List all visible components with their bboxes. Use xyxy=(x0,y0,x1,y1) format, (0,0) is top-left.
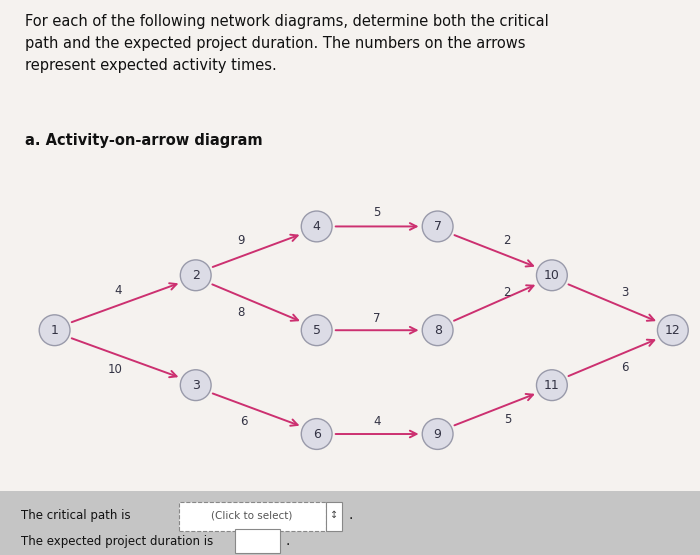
FancyBboxPatch shape xyxy=(326,502,342,531)
Ellipse shape xyxy=(536,260,567,291)
Text: 10: 10 xyxy=(544,269,560,282)
Text: 4: 4 xyxy=(313,220,321,233)
Text: ↕: ↕ xyxy=(330,510,338,520)
Text: 12: 12 xyxy=(665,324,680,337)
Text: 9: 9 xyxy=(434,427,442,441)
FancyBboxPatch shape xyxy=(178,502,326,531)
Text: 8: 8 xyxy=(433,324,442,337)
Text: 1: 1 xyxy=(50,324,59,337)
Text: 7: 7 xyxy=(373,311,381,325)
FancyBboxPatch shape xyxy=(0,491,700,555)
Text: For each of the following network diagrams, determine both the critical
path and: For each of the following network diagra… xyxy=(25,14,548,73)
Text: 6: 6 xyxy=(240,415,247,428)
Ellipse shape xyxy=(301,211,332,242)
Text: .: . xyxy=(349,508,353,522)
Text: 10: 10 xyxy=(107,364,122,376)
Ellipse shape xyxy=(657,315,688,346)
Ellipse shape xyxy=(301,315,332,346)
Ellipse shape xyxy=(181,260,211,291)
Text: 2: 2 xyxy=(503,234,511,248)
FancyBboxPatch shape xyxy=(234,529,280,553)
Text: 5: 5 xyxy=(504,413,511,426)
Ellipse shape xyxy=(301,418,332,450)
Text: 3: 3 xyxy=(192,379,199,392)
Ellipse shape xyxy=(422,211,453,242)
Text: 2: 2 xyxy=(503,286,511,299)
Text: 8: 8 xyxy=(237,306,244,319)
Text: .: . xyxy=(286,534,290,548)
Text: 4: 4 xyxy=(114,284,122,297)
Ellipse shape xyxy=(181,370,211,401)
Ellipse shape xyxy=(39,315,70,346)
Text: 5: 5 xyxy=(374,206,381,219)
Text: 4: 4 xyxy=(373,415,381,428)
Ellipse shape xyxy=(422,315,453,346)
Text: 2: 2 xyxy=(192,269,199,282)
Ellipse shape xyxy=(536,370,567,401)
Text: 6: 6 xyxy=(313,427,321,441)
Ellipse shape xyxy=(422,418,453,450)
Text: 9: 9 xyxy=(237,234,244,248)
Text: a. Activity-on-arrow diagram: a. Activity-on-arrow diagram xyxy=(25,133,262,148)
Text: 5: 5 xyxy=(313,324,321,337)
Text: The critical path is: The critical path is xyxy=(21,508,131,522)
Text: 7: 7 xyxy=(433,220,442,233)
Text: 11: 11 xyxy=(544,379,560,392)
Text: (Click to select): (Click to select) xyxy=(211,510,293,520)
Text: The expected project duration is: The expected project duration is xyxy=(21,534,214,548)
Text: 3: 3 xyxy=(622,286,629,299)
Text: 6: 6 xyxy=(621,361,629,374)
